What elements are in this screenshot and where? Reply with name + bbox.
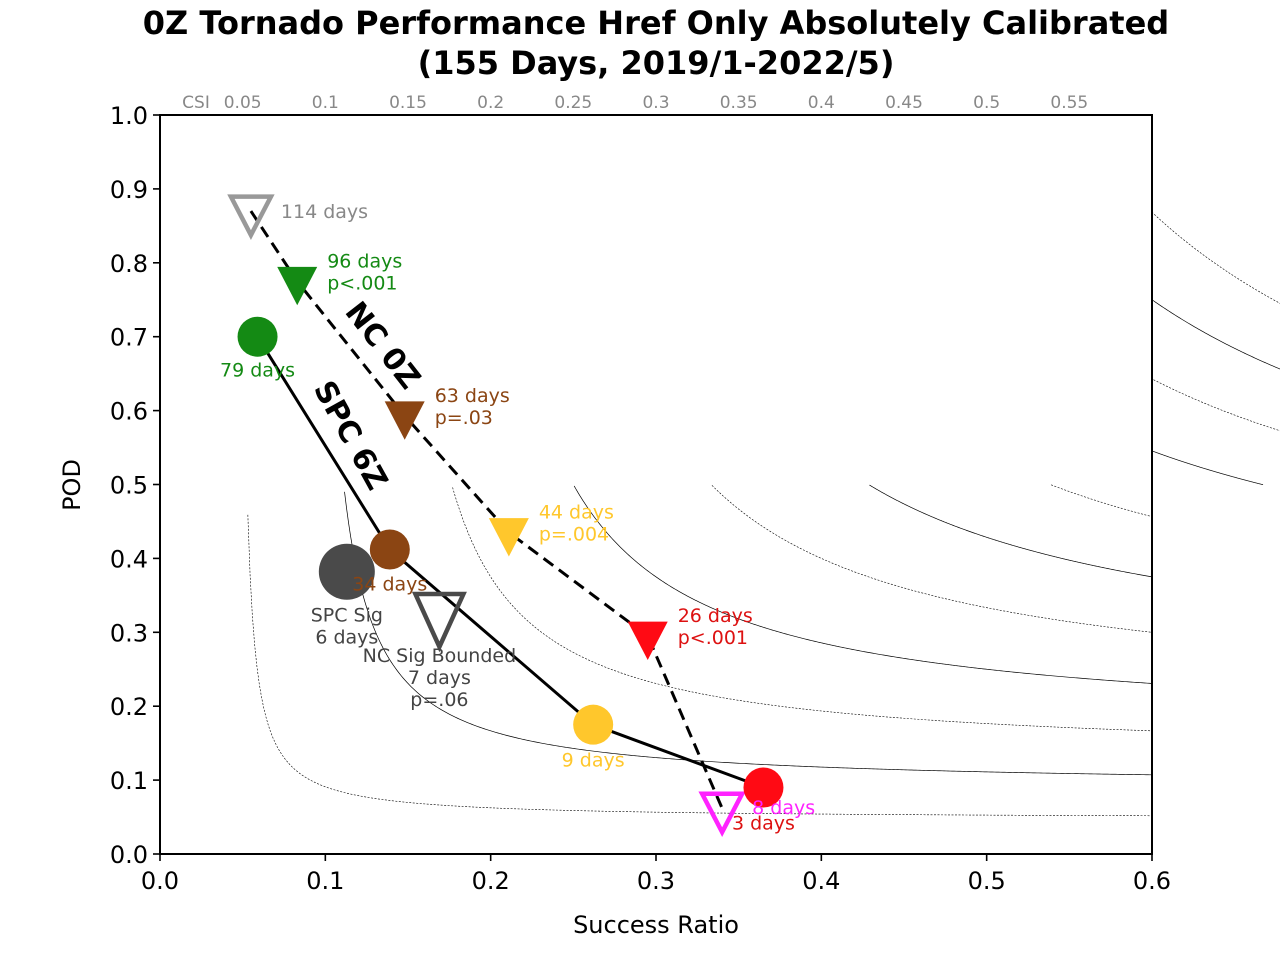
csi-curve	[711, 485, 1153, 633]
csi-curve	[573, 485, 1153, 684]
csi-curves	[247, 212, 1280, 817]
x-tick-label: 0.0	[141, 867, 179, 895]
y-tick-label: 0.1	[110, 767, 148, 795]
csi-curve	[1151, 299, 1280, 370]
csi-value-label: 0.1	[312, 93, 339, 113]
spc-6z-marker	[743, 767, 784, 808]
point-label: 114 days	[281, 201, 368, 223]
point-label: 34 days	[352, 574, 427, 596]
x-tick-label: 0.3	[637, 867, 675, 895]
point-label: 9 days	[562, 750, 625, 772]
series-line	[249, 210, 724, 809]
point-label: SPC Sig	[311, 605, 383, 627]
csi-curve	[344, 491, 1153, 776]
plot-frame	[159, 114, 1153, 855]
spc-6z-marker	[369, 529, 410, 570]
point-label: 44 days	[539, 502, 614, 524]
point-label: 96 days	[327, 250, 402, 272]
point-label: NC Sig Bounded	[363, 645, 517, 667]
nc-0z-marker	[698, 791, 746, 838]
y-tick-label: 0.8	[110, 250, 148, 278]
y-tick-label: 0.6	[110, 398, 148, 426]
point-label: p<.001	[678, 627, 748, 649]
point-label: p=.004	[539, 524, 609, 546]
point-label: p=.06	[410, 689, 468, 711]
y-tick-label: 0.4	[110, 545, 148, 573]
csi-curve	[1151, 378, 1280, 432]
x-tick-label: 0.2	[472, 867, 510, 895]
nc-0z-marker	[277, 266, 318, 306]
y-tick-label: 0.2	[110, 693, 148, 721]
y-tick-label: 1.0	[110, 102, 148, 130]
point-label: p=.03	[435, 407, 493, 429]
csi-labels: CSI 0.05 0.1 0.15 0.2 0.25 0.3 0.35 0.4 0.45 0.5 0…	[182, 93, 1088, 113]
nc-sig-bounded-marker	[411, 591, 467, 653]
csi-value-label: 0.55	[1050, 93, 1088, 113]
series-lines	[249, 210, 765, 809]
nc-0z-marker	[227, 194, 275, 240]
spc-6z-marker	[237, 316, 278, 357]
csi-value-label: 0.15	[389, 93, 427, 113]
x-tick-label: 0.5	[968, 867, 1006, 895]
chart-title-line2: (155 Days, 2019/1-2022/5)	[418, 44, 895, 82]
csi-curve	[1050, 484, 1153, 517]
point-label: 8 days	[752, 797, 815, 819]
csi-value-label: 0.5	[973, 93, 1000, 113]
point-label: 79 days	[220, 360, 295, 382]
csi-curve	[1151, 450, 1264, 486]
csi-value-label: 0.3	[642, 93, 669, 113]
csi-value-label: 0.45	[885, 93, 923, 113]
series-name-label: NC 0Z	[338, 295, 427, 396]
csi-curve	[247, 514, 1153, 817]
csi-value-label: 0.35	[720, 93, 758, 113]
point-label: 6 days	[315, 627, 378, 649]
csi-value-label: 0.25	[554, 93, 592, 113]
y-tick-label: 0.3	[110, 619, 148, 647]
y-tick-label: 0.9	[110, 176, 148, 204]
y-tick-label: 0.7	[110, 324, 148, 352]
csi-label: CSI	[182, 93, 210, 113]
nc-0z-marker	[488, 518, 529, 557]
x-axis-label: Success Ratio	[573, 911, 739, 939]
spc-6z-marker	[573, 704, 614, 745]
point-label: 26 days	[678, 605, 753, 627]
csi-value-label: 0.2	[477, 93, 504, 113]
series-line	[256, 335, 765, 789]
csi-value-label: 0.4	[808, 93, 835, 113]
csi-value-label: 0.05	[224, 93, 262, 113]
y-tick-label: 0.0	[110, 841, 148, 869]
point-label: p<.001	[327, 272, 397, 294]
x-tick-label: 0.1	[306, 867, 344, 895]
chart-title-line1: 0Z Tornado Performance Href Only Absolut…	[143, 4, 1169, 42]
point-label: 7 days	[408, 667, 471, 689]
point-label: 3 days	[732, 812, 795, 834]
point-label: 63 days	[435, 385, 510, 407]
y-tick-label: 0.5	[110, 472, 148, 500]
csi-curve	[869, 484, 1153, 578]
nc-0z-marker	[627, 621, 668, 660]
x-tick-label: 0.6	[1133, 867, 1171, 895]
nc-0z-marker	[384, 401, 425, 440]
spc-sig-marker	[318, 543, 375, 600]
y-axis-label: POD	[58, 459, 86, 511]
csi-curve	[1151, 212, 1280, 304]
x-tick-label: 0.4	[802, 867, 840, 895]
x-axis-ticks: 0.0 0.1 0.2 0.3 0.4 0.5 0.6	[141, 854, 1171, 895]
y-axis-ticks: 0.0 0.1 0.2 0.3 0.4 0.5 0.6 0.7 0.8 0.9 1.0	[110, 102, 160, 869]
data-markers	[227, 194, 784, 838]
